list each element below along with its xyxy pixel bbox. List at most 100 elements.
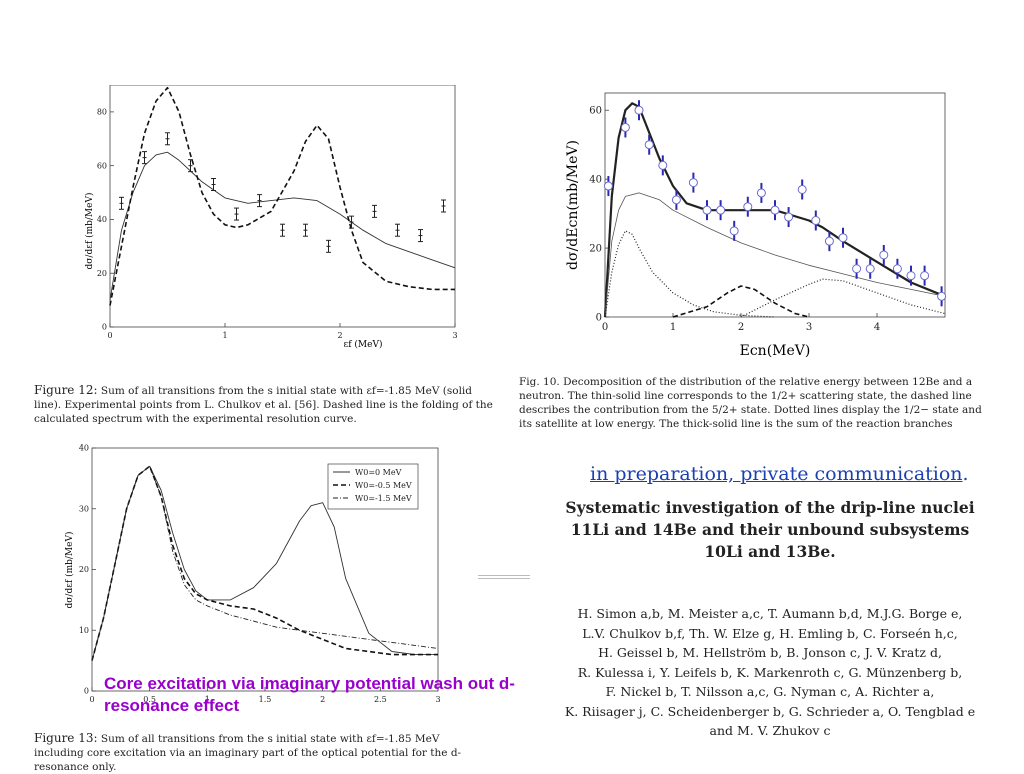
divider-line	[478, 575, 530, 579]
legend-entry: W0=-1.5 MeV	[355, 494, 412, 503]
x-tick-label: 0.5	[143, 695, 156, 704]
data-point	[852, 264, 862, 274]
paper-title-line-1: Systematic investigation of the drip-lin…	[565, 498, 975, 517]
plot-frame	[109, 85, 456, 328]
y-tick-label: 10	[79, 626, 89, 635]
fig13-caption-label: Figure 13:	[34, 731, 98, 745]
series-line-dashed	[672, 285, 810, 318]
author-line: and M. V. Zhukov c	[709, 723, 831, 738]
y-tick-label: 0	[102, 323, 107, 332]
fig12-caption-text: Sum of all transitions from the s initia…	[34, 385, 493, 425]
data-point	[797, 184, 807, 194]
author-line: H. Geissel b, M. Hellström b, B. Jonson …	[598, 645, 942, 660]
author-line: H. Simon a,b, M. Meister a,c, T. Aumann …	[577, 606, 963, 621]
data-point	[906, 271, 916, 281]
y-tick-label: 20	[79, 565, 89, 574]
x-tick-label: 0	[602, 322, 608, 333]
series-line-dashed	[91, 465, 438, 661]
x-tick-label: 2	[320, 695, 325, 704]
y-tick-label: 40	[589, 174, 602, 185]
paper-authors: H. Simon a,b, M. Meister a,c, T. Aumann …	[540, 604, 1000, 741]
fig13-caption: Figure 13: Sum of all transitions from t…	[34, 731, 484, 774]
author-line: K. Riisager j, C. Scheidenberger b, G. S…	[564, 703, 976, 719]
x-tick-label: 3	[435, 695, 440, 704]
y-tick-label: 40	[79, 444, 89, 453]
data-point	[620, 122, 630, 132]
private-communication-line: in preparation, private communication.	[590, 463, 1010, 485]
link-suffix: .	[962, 463, 969, 485]
fig12-xlabel: εf (MeV)	[344, 339, 383, 350]
data-point	[756, 188, 766, 198]
data-point	[865, 264, 875, 274]
x-tick-label: 1	[205, 695, 210, 704]
x-tick-label: 1	[222, 331, 227, 340]
series-line-dotted	[604, 230, 776, 318]
fig12-ylabel: dσ/dεf (mb/MeV)	[84, 193, 95, 270]
data-point	[603, 181, 613, 191]
fig10-ylabel: dσ/dEcn(mb/MeV)	[565, 140, 581, 270]
data-point	[671, 195, 681, 205]
y-tick-label: 20	[589, 243, 602, 254]
data-point	[716, 205, 726, 215]
series-line-dashed	[109, 86, 455, 306]
data-point	[879, 250, 889, 260]
paper-title: Systematic investigation of the drip-lin…	[540, 497, 1000, 563]
data-point	[784, 212, 794, 222]
data-point	[770, 205, 780, 215]
data-point	[937, 291, 947, 301]
x-tick-label: 2	[738, 322, 744, 333]
y-tick-label: 40	[97, 215, 107, 224]
y-tick-label: 0	[596, 312, 602, 323]
legend-box	[327, 463, 419, 510]
x-tick-label: 0	[89, 695, 94, 704]
fig13-caption-text: Sum of all transitions from the s initia…	[34, 733, 462, 773]
data-point	[658, 160, 668, 170]
y-tick-label: 60	[589, 106, 602, 117]
y-tick-label: 30	[79, 504, 89, 513]
data-point	[702, 205, 712, 215]
data-point	[838, 233, 848, 243]
fig12-axes: 0 1 2 3 0 20 40 60 80	[97, 85, 458, 340]
series-line-solid	[109, 151, 456, 301]
y-tick-label: 20	[97, 269, 107, 278]
paper-title-line-2: 11Li and 14Be and their unbound subsyste…	[570, 520, 970, 539]
y-tick-label: 0	[84, 687, 89, 696]
legend-entry: W0=-0.5 MeV	[355, 481, 412, 490]
private-communication-link[interactable]: in preparation, private communication	[590, 463, 963, 485]
x-tick-label: 1.5	[259, 695, 272, 704]
data-point	[688, 178, 698, 188]
x-tick-label: 3	[452, 331, 457, 340]
author-line: R. Kulessa i, Y. Leifels b, K. Markenrot…	[577, 664, 963, 680]
series-line-dashdot	[91, 465, 439, 661]
fig13-ylabel: dσ/dεf (mb/MeV)	[64, 532, 75, 609]
data-point	[644, 140, 654, 150]
series-line-thin-solid	[604, 192, 946, 318]
data-point	[920, 271, 930, 281]
data-point	[743, 202, 753, 212]
fig12-caption: Figure 12: Sum of all transitions from t…	[34, 383, 500, 426]
x-tick-label: 2.5	[374, 695, 387, 704]
fig12-plot: 0 1 2 3 0 20 40 60 80 εf (MeV) dσ/dεf (mb/MeV)	[84, 85, 458, 350]
data-point	[811, 216, 821, 226]
y-tick-label: 60	[97, 161, 107, 170]
fig10-xlabel: Ecn(MeV)	[740, 343, 811, 359]
plot-frame	[604, 92, 946, 318]
x-tick-label: 3	[806, 322, 812, 333]
fig12-caption-label: Figure 12:	[34, 383, 98, 397]
fig10-caption: Fig. 10. Decomposition of the distributi…	[519, 376, 982, 430]
author-line: L.V. Chulkov b,f, Th. W. Elze g, H. Emli…	[582, 625, 958, 641]
data-point	[892, 264, 902, 274]
x-tick-label: 2	[337, 331, 342, 340]
data-point	[729, 226, 739, 236]
x-tick-label: 0	[107, 331, 112, 340]
author-line: F. Nickel b, T. Nilsson a,c, G. Nyman c,…	[605, 684, 935, 699]
legend-entry: W0=0 MeV	[355, 468, 402, 477]
annotation-text: Core excitation via imaginary potential …	[104, 674, 515, 715]
paper-title-line-3: 10Li and 13Be.	[704, 542, 836, 561]
x-tick-label: 1	[670, 322, 676, 333]
x-tick-label: 4	[874, 322, 880, 333]
